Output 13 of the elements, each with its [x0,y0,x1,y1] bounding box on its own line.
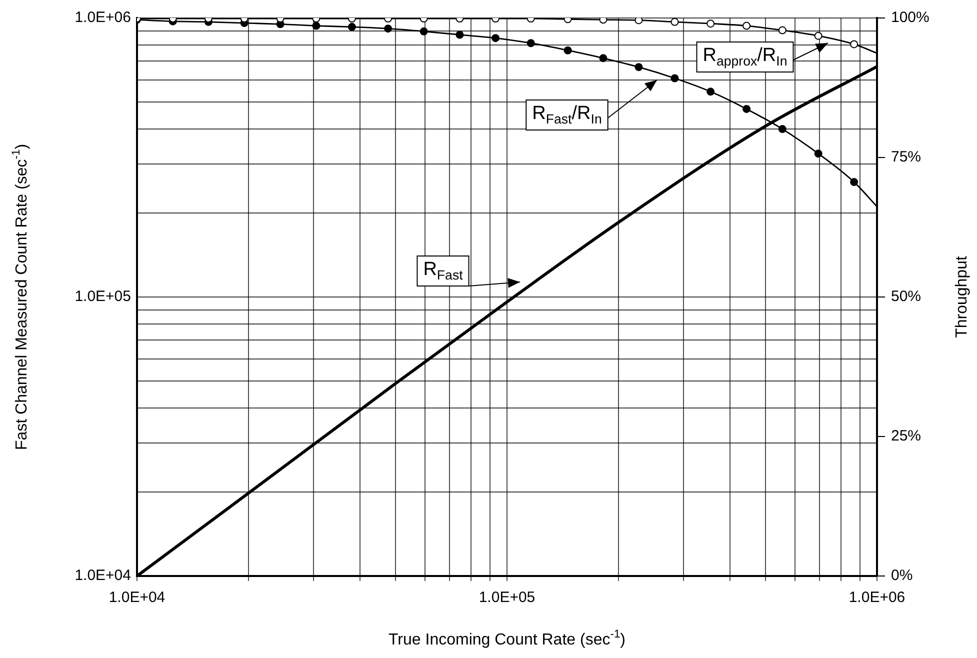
y2-tick-label: 50% [891,288,922,306]
y2-tick-label: 25% [891,428,922,445]
y-tick-label: 1.0E+05 [74,288,131,306]
x-tick-label: 1.0E+06 [848,589,906,606]
y2-tick-label: 100% [891,9,930,26]
y-axis-title: Fast Channel Measured Count Rate (sec-1) [10,144,30,450]
y-tick-label: 1.0E+04 [74,567,131,584]
y-tick-label: 1.0E+06 [74,9,131,26]
y2-tick-label: 0% [891,567,913,584]
x-tick-label: 1.0E+05 [478,589,536,606]
y2-tick-label: 75% [891,148,922,166]
y2-axis-title: Throughput [953,256,970,338]
x-tick-label: 1.0E+04 [108,589,166,606]
